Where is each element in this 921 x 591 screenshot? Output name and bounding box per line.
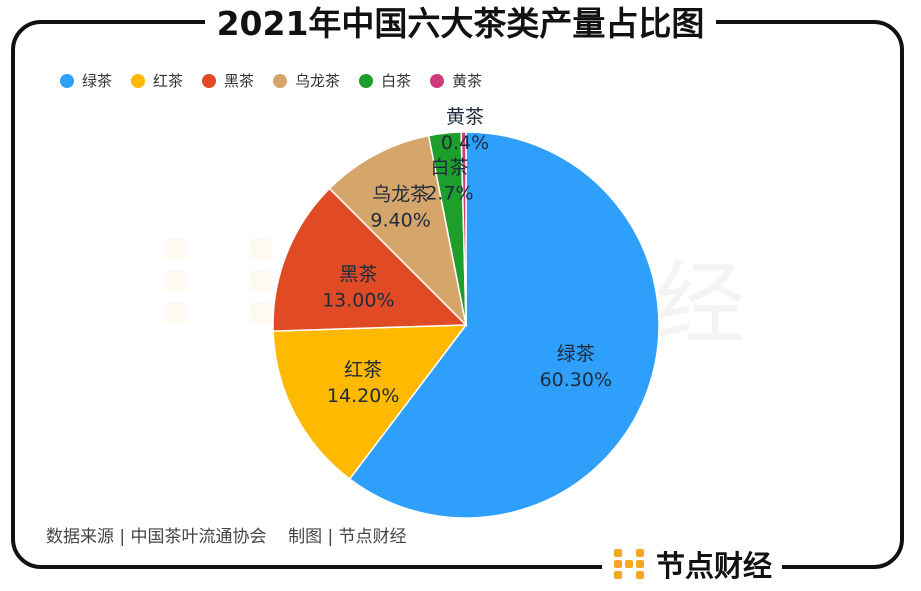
- watermark: 经: [165, 238, 745, 357]
- slice-category-label: 白茶: [430, 156, 468, 178]
- legend-item: 红茶: [131, 70, 183, 91]
- pie-slice: [328, 134, 468, 328]
- legend: 绿茶 红茶 黑茶 乌龙茶 白茶 黄茶: [60, 70, 501, 91]
- slice-category-label: 红茶: [344, 359, 382, 381]
- pie-labels: 绿茶 60.30% 红茶 14.20% 黑茶 13.00% 乌龙茶 9.40% 白茶 2.7% 黄茶…: [322, 106, 612, 407]
- legend-swatch: [430, 73, 445, 88]
- legend-item: 黑茶: [202, 70, 254, 91]
- legend-label: 黄茶: [452, 72, 483, 90]
- slice-value-label: 13.00%: [322, 289, 394, 311]
- slice-value-label: 2.7%: [425, 182, 473, 204]
- chart-title: 2021年中国六大茶类产量占比图: [204, 2, 717, 46]
- legend-swatch: [359, 73, 374, 88]
- legend-label: 乌龙茶: [295, 72, 341, 90]
- legend-swatch: [131, 73, 146, 88]
- slice-category-label: 黑茶: [339, 263, 377, 285]
- slice-category-label: 绿茶: [557, 343, 595, 365]
- slice-value-label: 0.4%: [441, 132, 489, 154]
- slice-value-label: 14.20%: [327, 385, 399, 407]
- legend-label: 绿茶: [82, 72, 113, 90]
- legend-item: 黄茶: [430, 70, 482, 91]
- pie-slice: [460, 131, 467, 326]
- legend-item: 乌龙茶: [273, 70, 340, 91]
- legend-label: 红茶: [153, 72, 184, 90]
- source-note: 数据来源 | 中国茶叶流通协会 制图 | 节点财经: [46, 527, 407, 547]
- brand-logo-icon: [614, 549, 644, 579]
- slice-value-label: 60.30%: [540, 369, 612, 391]
- slice-value-label: 9.40%: [370, 209, 430, 231]
- legend-swatch: [273, 73, 288, 88]
- legend-item: 绿茶: [60, 70, 112, 91]
- slice-category-label: 乌龙茶: [372, 183, 429, 205]
- pie-slice: [272, 187, 468, 332]
- slice-category-label: 黄茶: [446, 106, 484, 128]
- brand-name: 节点财经: [656, 549, 773, 583]
- pie-slice: [348, 131, 660, 519]
- legend-label: 白茶: [381, 72, 412, 90]
- watermark-text: 经: [655, 252, 745, 357]
- legend-swatch: [60, 73, 74, 88]
- legend-item: 白茶: [359, 70, 411, 91]
- pie-slices: [272, 131, 660, 519]
- pie-slice: [272, 324, 468, 481]
- chart-title-wrap: 2021年中国六大茶类产量占比图: [0, 2, 921, 46]
- legend-swatch: [202, 73, 217, 88]
- legend-label: 黑茶: [224, 72, 255, 90]
- footer-brand: 节点财经: [602, 540, 783, 588]
